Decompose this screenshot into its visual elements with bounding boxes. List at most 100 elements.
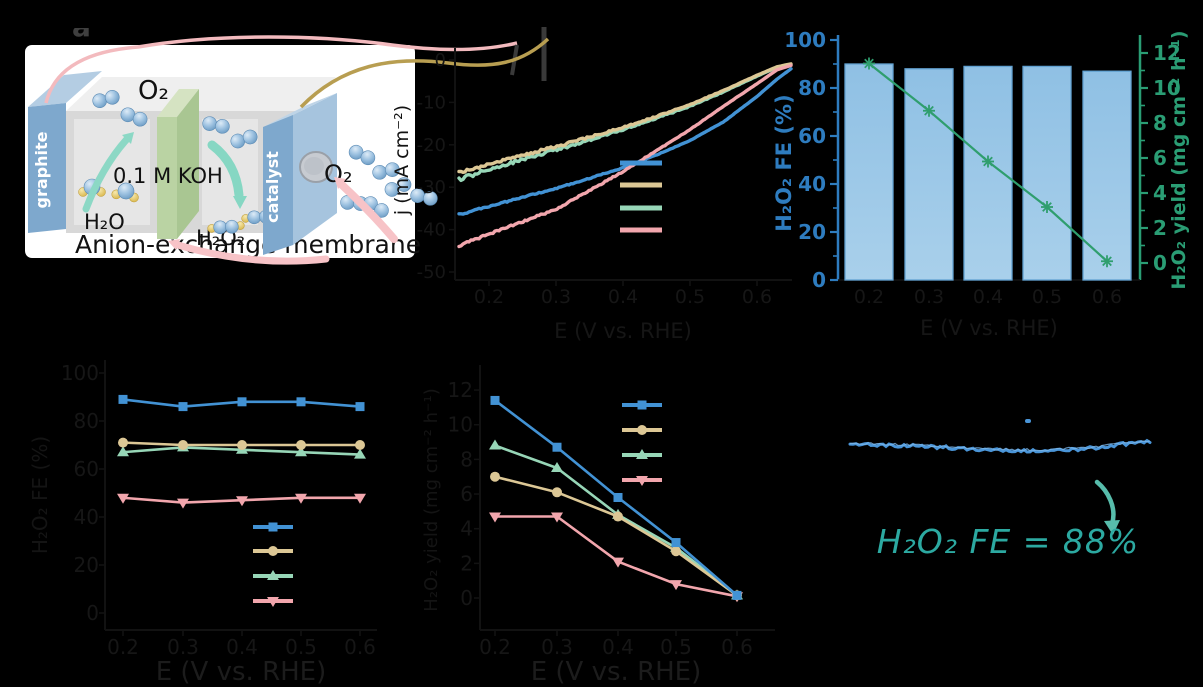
panel-a-schematic: Anion-exchange membrane O₂ 0.1 M KOH H₂O…: [25, 27, 550, 265]
tick-label: 0: [435, 50, 446, 71]
tick-label: 0.4: [973, 286, 1003, 308]
marker: [636, 476, 648, 486]
wire-left: [44, 35, 518, 104]
marker: [178, 402, 188, 412]
marker: [670, 580, 682, 591]
teal-arrow-left: [82, 132, 134, 213]
panel-d-chart: H₂O₂ FE (%) E (V vs. RHE) 0 20 40 60 80 100 0.…: [28, 360, 377, 687]
marker: [613, 511, 623, 522]
tick-label: 0.2: [474, 286, 504, 308]
marker: [552, 487, 562, 498]
marker: [355, 402, 365, 412]
panel-e-ylabel: H₂O₂ yield (mg cm⁻² h⁻¹): [421, 388, 442, 611]
series-line-3: [457, 63, 793, 249]
panel-c-chart: H₂O₂ FE (%) H₂O₂ yield (mg cm⁻² h⁻¹) E (…: [772, 28, 1190, 340]
tick-label: 0.5: [660, 635, 692, 659]
panel-e-xlabel: E (V vs. RHE): [531, 657, 702, 687]
panel-e-chart: H₂O₂ yield (mg cm⁻² h⁻¹) E (V vs. RHE) 0…: [421, 365, 775, 687]
panel-c-xlabel: E (V vs. RHE): [920, 316, 1058, 340]
tick-label: 8: [460, 447, 473, 471]
panel-d-xlabel: E (V vs. RHE): [156, 657, 327, 687]
tick-label: 60: [74, 457, 99, 481]
tick-label: 12: [448, 378, 473, 402]
catalyst-top: [263, 93, 337, 127]
fe-annotation: H₂O₂ FE = 88%: [877, 522, 1140, 561]
tick-label: 0: [460, 586, 473, 610]
marker: [295, 493, 307, 504]
chronoamperometry-line: [848, 438, 1152, 454]
graphite-front: [28, 103, 66, 233]
electrode-left-label: graphite: [32, 131, 51, 208]
marker: [355, 440, 365, 450]
tick-label: 10: [448, 413, 473, 437]
tick-label: -50: [417, 262, 446, 283]
tick-label: 0.4: [602, 635, 634, 659]
tick-label: 0.5: [1032, 286, 1062, 308]
chronoamperometry-line-highlight: [849, 440, 1151, 452]
tick-label: 0: [86, 601, 99, 625]
panel-c-ylabel-right: H₂O₂ yield (mg cm⁻² h⁻¹): [1168, 30, 1190, 289]
marker: [237, 440, 247, 450]
marker: [117, 446, 129, 457]
tick-label: 4: [1153, 181, 1167, 205]
tick-label: 0.3: [914, 286, 944, 308]
tick-label: 20: [798, 220, 826, 244]
marker: [490, 471, 500, 482]
tick-label: 20: [74, 553, 99, 577]
membrane-front: [157, 117, 177, 239]
panel-label-a-text: a: [72, 28, 102, 42]
tick-label: 0.4: [608, 286, 638, 308]
marker: [296, 397, 306, 407]
teal-arrow-right: [207, 140, 247, 209]
tick-label: 6: [460, 482, 473, 506]
series-line-3: [495, 515, 738, 598]
marker: [296, 440, 306, 450]
wire-right: [299, 37, 550, 109]
marker: [637, 400, 647, 410]
fe-bar: [904, 68, 954, 281]
tick-label: 0.6: [344, 635, 376, 659]
panel-b-ylabel: j (mA cm⁻²): [391, 105, 413, 216]
marker: [637, 425, 647, 435]
marker: [489, 439, 501, 450]
panel-b-chart: j (mA cm⁻²) E (V vs. RHE) 0.2 0.3 0.4 0.5 0.…: [391, 48, 793, 343]
marker: [354, 493, 366, 504]
marker: [671, 538, 681, 548]
panel-c-ylabel-left: H₂O₂ FE (%): [772, 94, 796, 231]
tick-label: 2: [460, 551, 473, 575]
tick-label: -10: [417, 92, 446, 113]
tick-label: 40: [74, 505, 99, 529]
tick-label: 100: [784, 28, 826, 52]
marker: [177, 498, 189, 509]
tick-label: -30: [417, 177, 446, 198]
tick-label: 60: [798, 124, 826, 148]
marker: [268, 546, 278, 556]
tick-label: 80: [798, 76, 826, 100]
tick-label: 0.6: [1092, 286, 1122, 308]
marker: [354, 448, 366, 459]
membrane-label: Anion-exchange membrane: [75, 230, 421, 259]
membrane-top: [157, 89, 199, 117]
fe-bar: [844, 63, 894, 281]
tick-label: 0.5: [285, 635, 317, 659]
marker: [117, 493, 129, 504]
marker: [551, 512, 563, 523]
panel-f-chart: H₂O₂ FE = 88%: [848, 419, 1152, 561]
marker: [490, 395, 500, 405]
star-marker: [983, 156, 993, 167]
star-marker: [1102, 256, 1112, 267]
panel-b-xlabel: E (V vs. RHE): [554, 319, 692, 343]
catalyst-front: [263, 115, 293, 255]
tick-label: -40: [417, 220, 446, 241]
tick-label: 4: [460, 517, 473, 541]
tick-label: 0.3: [167, 635, 199, 659]
tick-label: 40: [798, 172, 826, 196]
tick-label: 0.6: [721, 635, 753, 659]
marker: [489, 512, 501, 523]
marker: [636, 449, 648, 459]
marker: [178, 440, 188, 450]
pink-arrow-inlet: [334, 177, 398, 243]
membrane-side: [177, 89, 199, 239]
tick-label: 0.2: [107, 635, 139, 659]
